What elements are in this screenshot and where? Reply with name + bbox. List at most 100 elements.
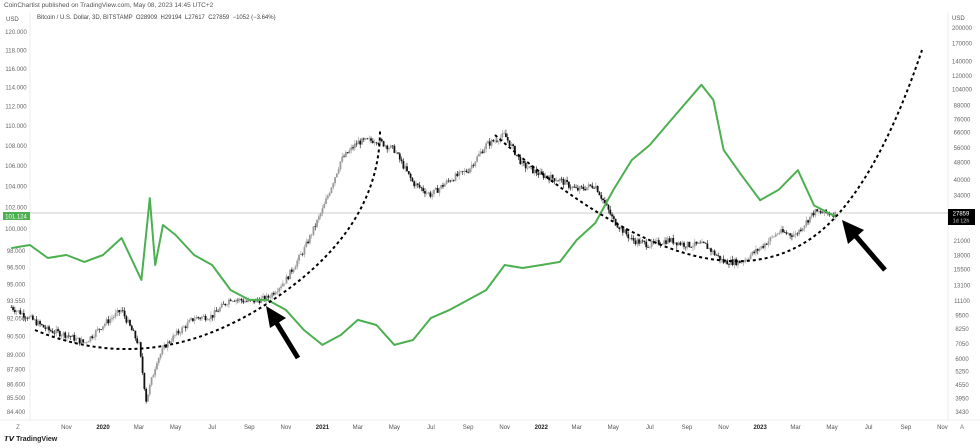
- auto-scale-right-button[interactable]: A: [960, 425, 964, 431]
- candle: [627, 234, 630, 239]
- candle: [89, 336, 92, 342]
- candle: [344, 152, 347, 157]
- candle: [272, 292, 275, 295]
- candle: [834, 212, 836, 218]
- candle: [690, 247, 693, 248]
- candle: [181, 327, 184, 334]
- candlestick-series: [10, 129, 836, 404]
- tradingview-logo[interactable]: 𝙏𝙑 TradingView: [4, 435, 57, 443]
- candle: [91, 336, 94, 338]
- candle: [386, 145, 389, 150]
- time-axis-tick: Jul: [427, 425, 435, 431]
- candle: [629, 238, 631, 239]
- candle: [445, 180, 448, 184]
- candle: [532, 166, 534, 174]
- candle: [120, 310, 122, 313]
- candle: [219, 307, 221, 312]
- candle: [10, 307, 13, 308]
- candle: [156, 363, 158, 370]
- candle: [317, 216, 320, 220]
- candle: [285, 276, 288, 284]
- right-axis-tick: 9500: [955, 314, 969, 320]
- candle: [755, 248, 757, 253]
- candle: [699, 242, 702, 244]
- candle: [85, 342, 88, 343]
- candle: [409, 173, 412, 179]
- left-axis-tick: 118.000: [5, 48, 27, 54]
- candle: [316, 219, 318, 227]
- candle: [544, 175, 547, 178]
- candle: [533, 169, 536, 174]
- left-axis-tick: 104.000: [5, 185, 27, 191]
- candle: [618, 227, 621, 230]
- candle: [683, 242, 685, 247]
- candle: [625, 229, 628, 235]
- right-axis-tick: 66000: [954, 131, 971, 137]
- candle: [350, 147, 353, 151]
- right-axis-tick: 15500: [954, 267, 971, 273]
- candle: [388, 147, 390, 150]
- candle: [377, 143, 380, 144]
- candle: [292, 269, 295, 272]
- candle: [276, 291, 279, 293]
- candle: [587, 184, 590, 188]
- candle: [460, 171, 462, 172]
- candle: [138, 342, 140, 344]
- candle: [584, 189, 586, 191]
- candle: [296, 260, 299, 267]
- candle: [420, 187, 423, 189]
- candle: [341, 156, 344, 162]
- candle: [816, 209, 819, 212]
- time-axis[interactable]: Nov 2020 Mar May Jul Sep Nov 2021 Mar May Jul Sep No…: [61, 425, 948, 431]
- candle: [66, 335, 68, 338]
- candle: [298, 255, 300, 261]
- right-axis-tick: 34000: [954, 193, 971, 199]
- time-axis-tick: 2023: [753, 425, 767, 431]
- candle: [553, 178, 556, 182]
- candle: [100, 329, 103, 330]
- candle: [472, 164, 475, 166]
- time-axis-tick: Sep: [682, 425, 693, 431]
- right-axis-tick: 200000: [952, 26, 973, 32]
- candle: [479, 151, 482, 155]
- candle: [361, 138, 363, 145]
- candle: [321, 208, 324, 214]
- candle: [443, 183, 446, 187]
- candle: [413, 181, 416, 187]
- right-axis-tick: 56000: [954, 146, 971, 152]
- candle: [598, 192, 601, 196]
- candle: [148, 385, 151, 395]
- candle: [767, 241, 770, 245]
- candle: [278, 288, 281, 292]
- candle: [190, 318, 193, 321]
- left-axis-tick: 114.000: [5, 86, 27, 92]
- candle: [506, 137, 509, 141]
- candle: [172, 335, 175, 342]
- left-axis-tick: 92.050: [7, 316, 26, 322]
- candle: [751, 251, 754, 256]
- tradingview-icon: 𝙏𝙑: [4, 436, 17, 443]
- candle: [594, 185, 597, 189]
- candle: [454, 173, 457, 181]
- candle: [281, 283, 284, 287]
- candle: [235, 299, 238, 302]
- candle: [391, 145, 394, 147]
- right-axis-tick: 76000: [954, 117, 971, 123]
- candle: [57, 329, 59, 332]
- auto-scale-left-button[interactable]: Z: [16, 425, 20, 431]
- candle: [35, 319, 38, 326]
- candle: [240, 298, 243, 301]
- candle: [674, 242, 676, 244]
- left-axis-tick: 108.000: [5, 144, 27, 150]
- time-axis-tick: May: [389, 425, 400, 431]
- candle: [129, 319, 131, 326]
- candle: [258, 300, 261, 304]
- candle: [693, 241, 696, 247]
- candle: [616, 225, 619, 228]
- candle: [130, 325, 133, 331]
- candle: [242, 300, 245, 303]
- candle: [226, 304, 229, 306]
- time-axis-tick: Nov: [937, 425, 948, 431]
- candle: [253, 299, 255, 303]
